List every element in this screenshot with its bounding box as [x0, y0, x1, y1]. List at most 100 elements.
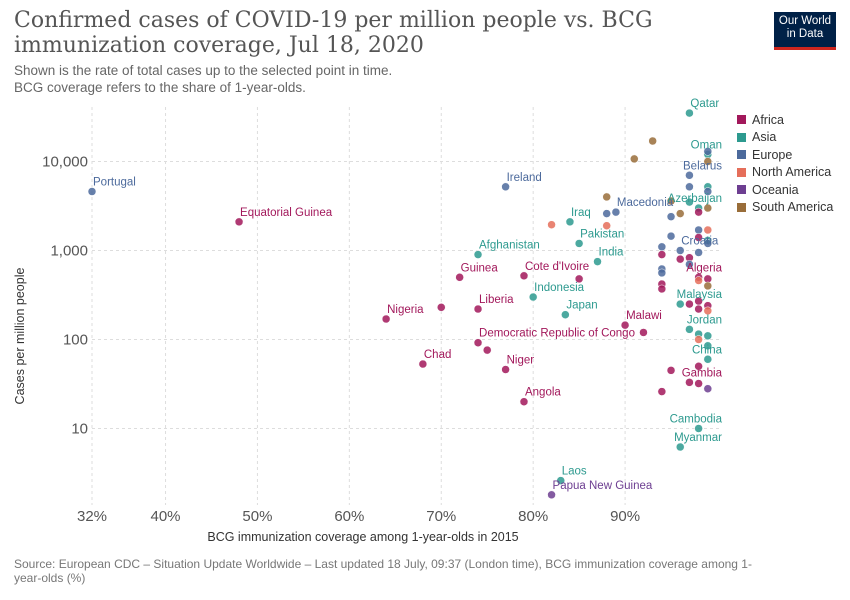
- logo-line-2: in Data: [786, 28, 824, 40]
- point-label: Angola: [525, 387, 561, 399]
- data-point: [666, 212, 676, 221]
- data-point: [675, 209, 685, 218]
- data-point: [694, 248, 703, 257]
- data-point: [657, 242, 667, 252]
- point-label: Chad: [424, 349, 452, 361]
- point-label: Cambodia: [670, 414, 723, 426]
- legend-item-north-america[interactable]: North America: [737, 164, 833, 182]
- data-point: [87, 187, 97, 196]
- data-point: [685, 325, 694, 334]
- data-point: [694, 276, 703, 285]
- data-point: [675, 442, 685, 452]
- data-point: [482, 345, 492, 355]
- point-label: Gambia: [682, 367, 723, 379]
- data-point: [561, 310, 570, 319]
- legend: Africa Asia Europe North America Oceania…: [737, 111, 833, 216]
- chart-title: Confirmed cases of COVID-19 per million …: [14, 8, 653, 58]
- legend-swatch: [737, 150, 746, 160]
- point-label: Croatia: [681, 236, 719, 248]
- x-tick-label: 32%: [77, 508, 107, 525]
- data-point: [593, 257, 602, 266]
- x-tick-label: 60%: [334, 508, 364, 525]
- data-point: [694, 225, 703, 235]
- data-point: [703, 225, 713, 235]
- point-label: Afghanistan: [479, 240, 540, 252]
- point-label: Malawi: [626, 310, 662, 322]
- data-point: [381, 314, 391, 324]
- legend-label: Asia: [752, 130, 777, 145]
- owid-logo[interactable]: Our World in Data: [774, 12, 836, 50]
- data-point: [694, 379, 703, 388]
- data-point: [501, 182, 510, 192]
- data-point: [703, 384, 713, 393]
- grid-lines: [91, 107, 722, 505]
- data-point: [685, 182, 694, 192]
- point-label: Azerbaijan: [668, 193, 722, 205]
- point-label: Cote d'Ivoire: [525, 261, 589, 273]
- data-point: [703, 331, 713, 341]
- data-point: [703, 187, 713, 196]
- data-point: [685, 260, 694, 269]
- point-label: Niger: [507, 355, 535, 367]
- data-point: [703, 203, 713, 213]
- point-label: Qatar: [690, 98, 719, 110]
- legend-item-europe[interactable]: Europe: [737, 146, 833, 164]
- legend-label: Europe: [752, 147, 793, 162]
- data-point: [602, 209, 611, 218]
- point-label: Laos: [562, 466, 587, 478]
- data-point: [703, 281, 713, 291]
- point-label: Pakistan: [580, 228, 624, 240]
- point-label: Algeria: [686, 262, 722, 274]
- point-label: Guinea: [461, 262, 499, 274]
- chart-subtitle: Shown is the rate of total cases up to t…: [14, 62, 744, 96]
- point-label: Belarus: [683, 160, 722, 172]
- point-label: Equatorial Guinea: [240, 207, 333, 219]
- legend-item-oceania[interactable]: Oceania: [737, 181, 833, 199]
- legend-item-africa[interactable]: Africa: [737, 111, 833, 129]
- data-point: [694, 304, 703, 314]
- legend-item-asia[interactable]: Asia: [737, 129, 833, 147]
- data-point: [657, 250, 667, 259]
- data-point: [547, 220, 556, 229]
- data-point: [455, 273, 464, 282]
- legend-item-south-america[interactable]: South America: [737, 199, 833, 217]
- point-label: Liberia: [479, 294, 514, 306]
- x-axis-title: BCG immunization coverage among 1-year-o…: [207, 530, 518, 544]
- legend-label: North America: [752, 165, 832, 180]
- point-label: Ireland: [507, 172, 542, 184]
- data-point: [611, 207, 621, 217]
- x-tick-label: 90%: [610, 508, 640, 525]
- data-point: [657, 284, 667, 294]
- subtitle-line-1: Shown is the rate of total cases up to t…: [14, 63, 393, 78]
- data-point: [234, 217, 244, 227]
- data-point: [528, 292, 538, 302]
- point-label: Indonesia: [534, 282, 584, 294]
- legend-label: Oceania: [752, 182, 799, 197]
- legend-swatch: [737, 115, 746, 125]
- data-points: [87, 108, 713, 500]
- data-point: [685, 108, 694, 118]
- data-point: [657, 387, 667, 396]
- data-point: [685, 378, 694, 387]
- data-point: [666, 196, 676, 206]
- data-point: [657, 268, 667, 278]
- legend-swatch: [737, 167, 746, 177]
- data-point: [694, 424, 703, 433]
- data-point: [685, 171, 694, 180]
- subtitle-line-2: BCG coverage refers to the share of 1-ye…: [14, 80, 306, 95]
- point-label: Jordan: [687, 314, 722, 326]
- data-point: [703, 306, 713, 316]
- legend-label: South America: [752, 200, 834, 215]
- data-point: [703, 147, 713, 156]
- point-label: Iraq: [571, 207, 591, 219]
- data-point: [648, 136, 657, 146]
- data-point: [685, 197, 694, 207]
- legend-label: Africa: [752, 112, 784, 127]
- data-point: [694, 335, 703, 344]
- legend-swatch: [737, 202, 746, 212]
- data-point: [694, 362, 703, 371]
- point-label: Japan: [566, 300, 597, 312]
- point-label: Malaysia: [677, 289, 723, 301]
- data-point: [473, 250, 483, 259]
- y-axis-title: Cases per million people: [13, 268, 27, 405]
